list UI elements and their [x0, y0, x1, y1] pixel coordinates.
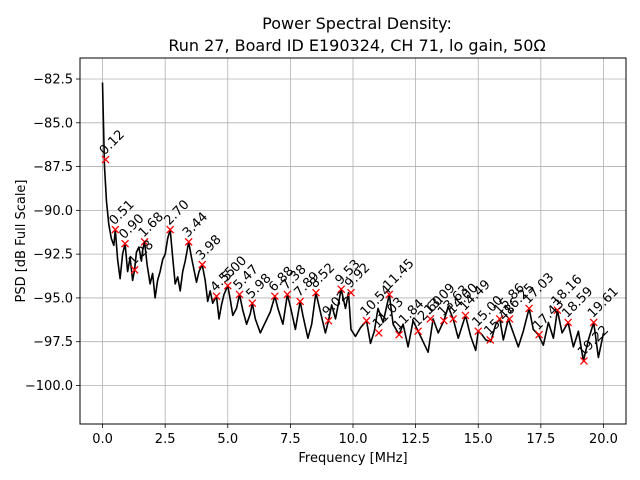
- peak-marker: [385, 290, 394, 299]
- peak-marker: [535, 330, 544, 339]
- peak-marker: [235, 290, 244, 299]
- psd-line: [101, 82, 605, 362]
- x-tick-label: 20.0: [589, 432, 618, 447]
- peak-marker: [223, 281, 232, 290]
- peak-marker: [270, 292, 279, 301]
- peak-marker: [121, 239, 130, 248]
- y-tick-label: −85.0: [33, 116, 73, 131]
- peak-marker: [579, 356, 588, 365]
- peak-marker: [395, 330, 404, 339]
- peak-marker: [474, 327, 483, 336]
- peak-marker: [426, 314, 435, 323]
- peak-marker: [486, 335, 495, 344]
- peak-marker: [362, 316, 371, 325]
- peak-marker: [166, 225, 175, 234]
- x-tick-label: 5.0: [217, 432, 238, 447]
- peak-marker: [248, 299, 257, 308]
- x-tick-label: 2.5: [155, 432, 176, 447]
- x-tick-label: 12.5: [401, 432, 430, 447]
- y-tick-label: −97.5: [33, 335, 73, 350]
- peak-marker: [337, 285, 346, 294]
- y-axis-label: PSD [dB Full Scale]: [14, 179, 29, 302]
- peak-marker: [101, 155, 110, 164]
- peak-marker: [324, 316, 333, 325]
- peak-marker: [553, 306, 562, 315]
- peak-marker: [184, 237, 193, 246]
- peak-marker: [347, 288, 355, 297]
- plot-frame: [79, 57, 627, 425]
- y-tick-label: −95.0: [33, 291, 73, 306]
- peak-marker: [283, 290, 292, 299]
- x-axis-label: Frequency [MHz]: [298, 451, 407, 466]
- y-tick-label: −92.5: [33, 248, 73, 263]
- peak-marker: [414, 327, 423, 336]
- peak-marker: [449, 314, 458, 323]
- grid: [80, 58, 626, 424]
- peak-marker: [589, 318, 598, 327]
- peak-marker: [525, 304, 534, 313]
- y-tick-label: −87.5: [33, 160, 73, 175]
- x-tick-label: 17.5: [526, 432, 555, 447]
- x-tick-label: 7.5: [280, 432, 301, 447]
- peak-marker: [311, 288, 320, 297]
- chart-title-line-1: Power Spectral Density:: [262, 14, 452, 33]
- series-layer: [101, 82, 605, 362]
- x-tick-label: 0.0: [92, 432, 113, 447]
- peak-marker: [198, 260, 207, 269]
- peak-marker: [564, 318, 573, 327]
- x-tick-label: 10.0: [339, 432, 368, 447]
- peak-marker: [495, 314, 504, 323]
- peak-marker: [111, 225, 120, 234]
- peak-marker: [374, 328, 383, 337]
- y-tick-label: −100.0: [25, 379, 73, 394]
- chart-title-line-2: Run 27, Board ID E190324, CH 71, lo gain…: [168, 36, 545, 55]
- y-tick-label: −90.0: [33, 204, 73, 219]
- peak-marker: [505, 314, 514, 323]
- peak-markers: [101, 155, 598, 365]
- peak-marker: [439, 316, 448, 325]
- peak-marker: [130, 265, 139, 274]
- x-tick-label: 15.0: [464, 432, 493, 447]
- peak-marker: [461, 311, 470, 320]
- ticks: 0.0 2.5 5.0 7.5 10.0 12.5 15.0 17.5 20.0 −100.0 −9…: [25, 73, 618, 447]
- peak-marker: [296, 297, 305, 306]
- peak-marker: [212, 292, 221, 301]
- y-tick-label: −82.5: [33, 73, 73, 88]
- peak-marker: [140, 237, 149, 246]
